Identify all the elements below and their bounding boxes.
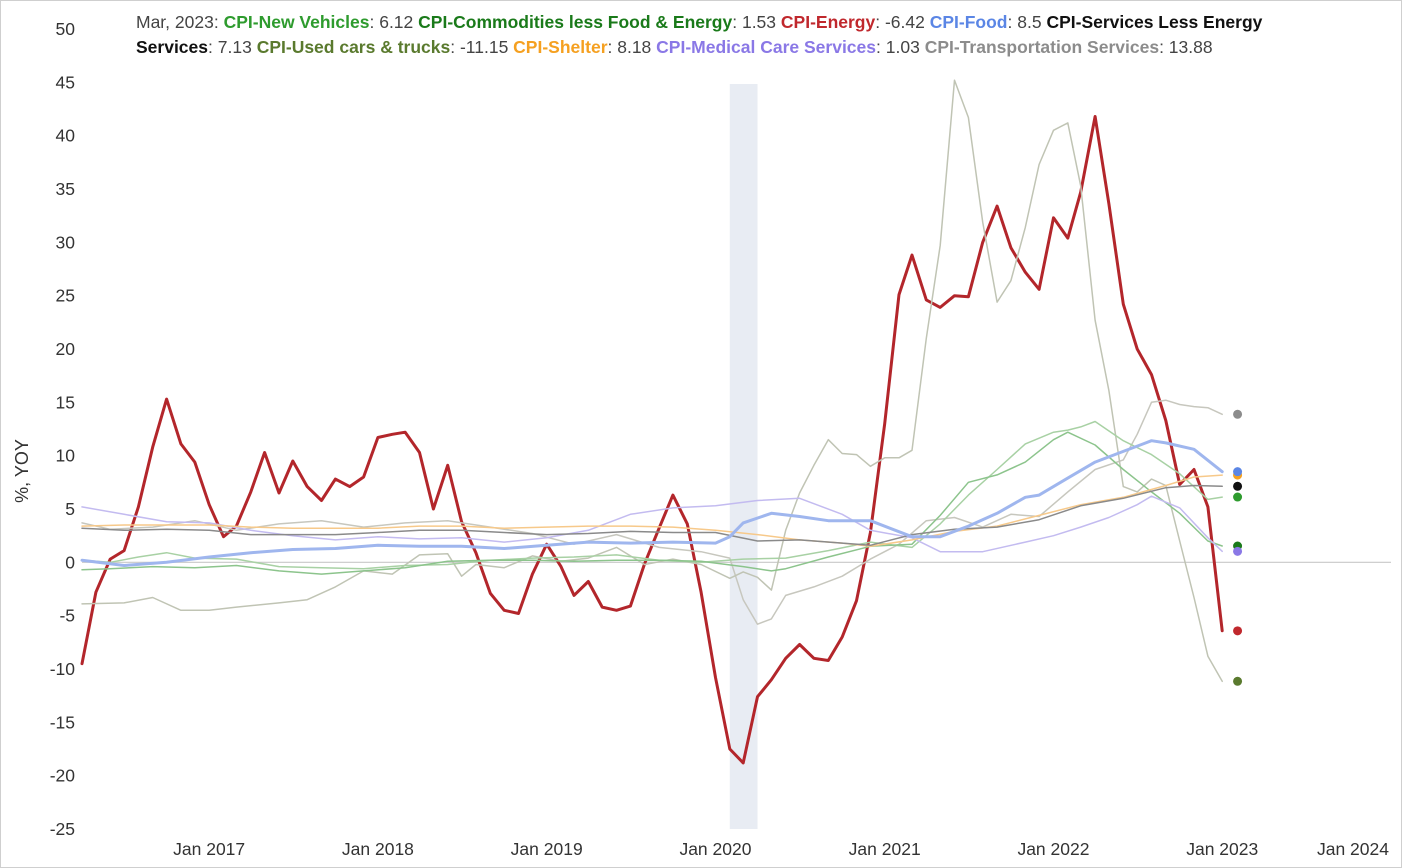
legend-entry-cpi-services-less-energy-services: CPI-Services Less Energy Services: 7.13 (136, 12, 1262, 57)
x-tick-label: Jan 2023 (1186, 839, 1258, 859)
x-tick-label: Jan 2022 (1017, 839, 1089, 859)
y-tick-label: 10 (56, 446, 76, 466)
x-tick-label: Jan 2021 (849, 839, 921, 859)
x-tick-label: Jan 2020 (679, 839, 751, 859)
series-line-cpi-new-vehicles (81, 420, 1223, 570)
legend-entry-cpi-shelter: CPI-Shelter: 8.18 (508, 37, 651, 57)
legend-entry-cpi-used-cars-and-trucks: CPI-Used cars & trucks: -11.15 (252, 37, 509, 57)
end-point-cpi-transportation-services (1233, 409, 1243, 419)
x-tick-labels: Jan 2017 Jan 2018 Jan 2019 Jan 2020 Jan 2021… (173, 839, 1389, 859)
legend-series-value: : -11.15 (450, 37, 509, 57)
y-tick-label: -15 (50, 712, 75, 732)
series-line-cpi-food (80, 439, 1224, 567)
legend-series-name: CPI-Commodities less Food & Energy (418, 12, 733, 32)
legend-series-name: CPI-Shelter (513, 37, 608, 57)
end-point-cpi-used-cars-and-trucks (1233, 676, 1243, 686)
y-tick-label: 40 (56, 126, 76, 146)
series-line-cpi-energy (80, 115, 1224, 765)
end-point-cpi-services-less-energy-services (1233, 481, 1243, 491)
recession-band (729, 84, 758, 829)
series-end-points (1233, 409, 1243, 686)
legend-entry-cpi-energy: CPI-Energy: -6.42 (776, 12, 925, 32)
legend-entry-cpi-commodities-less-food-and-energy: CPI-Commodities less Food & Energy: 1.53 (413, 12, 776, 32)
end-point-cpi-new-vehicles (1233, 492, 1243, 502)
legend-series-value: : 8.5 (1007, 12, 1042, 32)
legend-series-name: CPI-New Vehicles (223, 12, 370, 32)
legend-series-value: : -6.42 (875, 12, 925, 32)
y-axis-label: %, YOY (12, 439, 32, 503)
y-tick-label: 15 (56, 392, 75, 412)
legend-series-value: : 1.03 (876, 37, 920, 57)
legend-date: Mar, 2023: (136, 12, 219, 32)
legend-entry-cpi-medical-care-services: CPI-Medical Care Services: 1.03 (651, 37, 920, 57)
y-tick-label: 0 (65, 552, 75, 572)
y-tick-label: -10 (50, 659, 76, 679)
legend-series-name: CPI-Used cars & trucks (256, 37, 451, 57)
series-line-cpi-used-cars-and-trucks (81, 79, 1223, 683)
legend-series-value: : 8.18 (607, 37, 652, 57)
legend-entry-cpi-food: CPI-Food: 8.5 (925, 12, 1042, 32)
legend-series-name: CPI-Services Less Energy Services (136, 12, 1263, 57)
y-tick-label: -25 (50, 819, 75, 839)
end-point-cpi-medical-care-services (1233, 546, 1243, 556)
chart-legend: Mar, 2023: CPI-New Vehicles: 6.12 CPI-Co… (136, 10, 1336, 60)
legend-series-value: : 1.53 (732, 12, 777, 32)
legend-series-name: CPI-Medical Care Services (656, 37, 877, 57)
y-tick-label: 25 (56, 286, 75, 306)
legend-entry-cpi-new-vehicles: CPI-New Vehicles: 6.12 (224, 12, 414, 32)
y-tick-label: 45 (56, 72, 75, 92)
legend-series-name: CPI-Transportation Services (924, 37, 1160, 57)
x-tick-label: Jan 2018 (342, 839, 414, 859)
legend-series-name: CPI-Food (929, 12, 1008, 32)
legend-entries: CPI-New Vehicles: 6.12 CPI-Commodities l… (136, 12, 1262, 57)
x-tick-label: Jan 2019 (511, 839, 583, 859)
end-point-cpi-food (1233, 467, 1243, 477)
legend-entry-cpi-transportation-services: CPI-Transportation Services: 13.88 (920, 37, 1213, 57)
legend-series-name: CPI-Energy (780, 12, 876, 32)
series-line-cpi-transportation-services (81, 399, 1223, 625)
series-line-cpi-services-less-energy-services (81, 484, 1223, 547)
legend-series-value: : 13.88 (1159, 37, 1213, 57)
y-tick-label: 5 (65, 499, 75, 519)
legend-series-value: : 6.12 (369, 12, 414, 32)
recession-band-layer (729, 84, 758, 829)
y-tick-label: 30 (56, 232, 76, 252)
legend-series-value: : 7.13 (208, 37, 252, 57)
y-tick-label: -20 (50, 766, 76, 786)
y-tick-label: 35 (56, 179, 75, 199)
end-point-cpi-energy (1233, 626, 1243, 636)
series-line-cpi-commodities-less-food-and-energy (81, 431, 1223, 575)
y-tick-label: -5 (59, 606, 75, 626)
series-line-cpi-medical-care-services (81, 495, 1223, 553)
y-tick-label: 20 (56, 339, 76, 359)
series-lines (80, 79, 1224, 765)
x-tick-label: Jan 2024 (1317, 839, 1389, 859)
y-tick-label: 50 (56, 19, 76, 39)
x-tick-label: Jan 2017 (173, 839, 245, 859)
series-line-cpi-shelter (81, 474, 1223, 548)
